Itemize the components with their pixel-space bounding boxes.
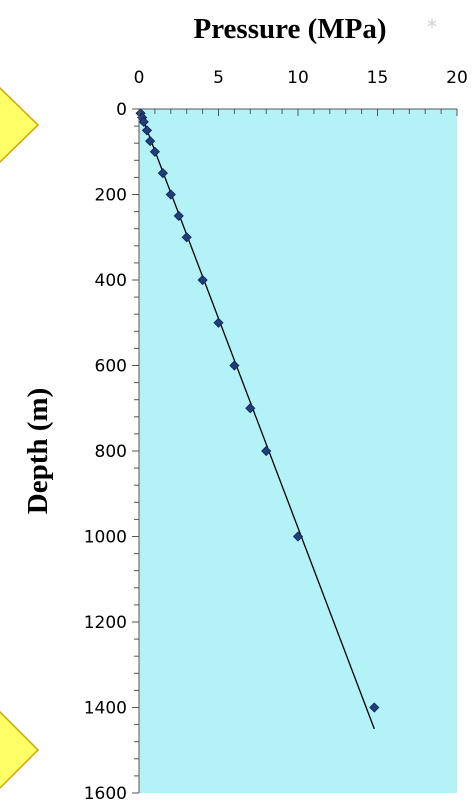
y-axis-label: Depth (m) — [22, 388, 54, 514]
data-point — [181, 232, 192, 243]
y-tick-label: 600 — [95, 357, 127, 377]
y-tick-label: 1200 — [84, 613, 127, 633]
title-asterisk: * — [427, 15, 437, 39]
chart-title: Pressure (MPa) — [193, 13, 386, 45]
x-tick-label: 0 — [134, 68, 145, 88]
y-tick-label: 1400 — [84, 699, 127, 719]
x-tick-label: 10 — [287, 68, 309, 88]
marker-layer — [135, 108, 380, 713]
x-tick-label: 5 — [213, 68, 224, 88]
decoration-diamond-top — [0, 86, 40, 164]
data-point — [141, 125, 153, 136]
data-point — [369, 702, 380, 713]
data-point — [213, 317, 224, 328]
y-tick-label: 400 — [95, 271, 127, 291]
y-tick-label: 0 — [116, 100, 127, 120]
x-tick-label: 15 — [367, 68, 389, 88]
data-point — [261, 445, 272, 457]
data-point — [173, 210, 184, 221]
data-point — [245, 403, 256, 414]
y-tick-label: 1000 — [84, 528, 127, 548]
y-tick-label: 800 — [95, 442, 127, 462]
plot-area — [139, 109, 457, 793]
data-point — [149, 146, 160, 157]
data-point — [229, 360, 240, 371]
data-point — [292, 531, 304, 542]
x-tick-label: 20 — [446, 68, 468, 88]
y-tick-label: 200 — [95, 186, 127, 206]
decoration-diamond-bottom — [0, 710, 40, 790]
data-point — [165, 189, 176, 200]
data-point — [197, 274, 208, 286]
data-point — [157, 168, 168, 179]
data-point — [145, 135, 156, 147]
y-tick-label: 1600 — [84, 784, 127, 803]
data-point — [138, 116, 149, 127]
